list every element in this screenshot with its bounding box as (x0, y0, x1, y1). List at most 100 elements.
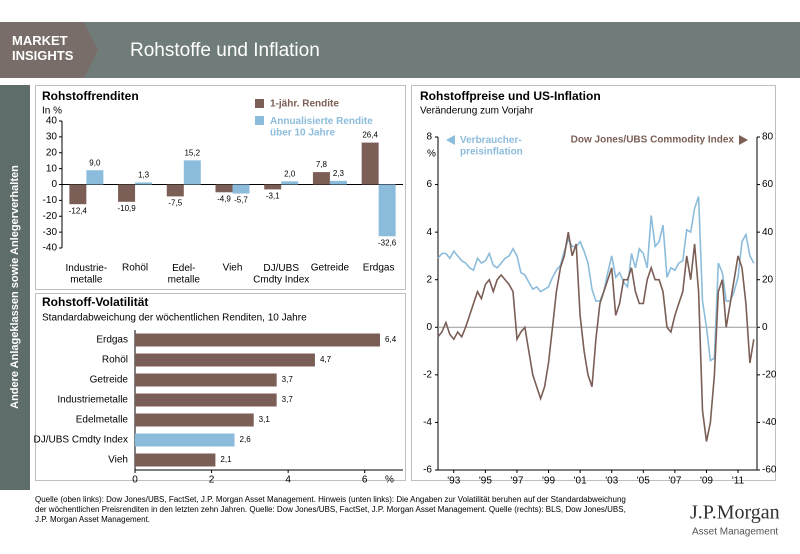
x-tick-label: 2 (209, 475, 215, 486)
x-tick-label: '95 (479, 476, 492, 487)
footer-note: der wöchentlichen Preisrenditen in den l… (35, 505, 626, 514)
y2-tick-label: 20 (762, 274, 774, 285)
legend-label: 1-jähr. Rendite (270, 99, 339, 110)
x-tick-label: '09 (700, 476, 713, 487)
y-tick-label: Rohöl (102, 355, 128, 366)
y2-tick-label: 40 (762, 227, 774, 238)
x-tick-label: 4 (285, 475, 291, 486)
brand-box (0, 22, 98, 78)
value-label: 2,1 (220, 455, 232, 464)
bar (281, 181, 299, 185)
x-tick-label: '97 (510, 476, 523, 487)
y-tick-label: Erdgas (96, 335, 128, 346)
x-tick-label: Vieh (223, 263, 243, 274)
y-tick-label: DJ/UBS Cmdty Index (34, 435, 128, 446)
x-tick-label: 6 (362, 475, 368, 486)
bar (135, 333, 381, 347)
bar (118, 184, 136, 202)
bar (215, 184, 233, 193)
x-tick-label: Edel-metalle (168, 263, 201, 286)
x-tick-label: '07 (668, 476, 681, 487)
logo-sub: Asset Management (692, 527, 778, 538)
x-tick-label: Erdgas (363, 263, 395, 274)
value-label: 2,6 (240, 435, 252, 444)
line-series (437, 231, 755, 442)
legend-label: Annualisierte Rendite über 10 Jahre (270, 116, 373, 139)
x-tick-label: DJ/UBS Cmdty Index (253, 263, 309, 286)
bar (183, 160, 201, 185)
bar (135, 453, 216, 467)
bar (135, 182, 153, 185)
y-tick-label: Vieh (108, 455, 128, 466)
y-tick-label: 20 (46, 147, 58, 158)
bar (232, 184, 250, 194)
y2-tick-label: -40 (762, 417, 777, 428)
legend-arrow (446, 135, 455, 145)
y-tick-label: 2 (426, 274, 432, 285)
value-label: -3,1 (266, 192, 280, 201)
x-tick-label: '01 (574, 476, 587, 487)
bar (135, 393, 277, 407)
value-label: -4,9 (217, 194, 231, 203)
x-axis-label: % (385, 475, 394, 486)
chart-title: Rohstoffrenditen (42, 89, 139, 103)
chart-subtitle: Standardabweichung der wöchentlichen Ren… (42, 313, 307, 324)
sidebar-text: Andere Anlageklassen sowie Anlegerverhal… (9, 165, 21, 409)
y-tick-label: -20 (43, 211, 58, 222)
legend-swatch (255, 116, 264, 125)
y-tick-label: 40 (46, 116, 58, 127)
value-label: 1,3 (138, 171, 150, 180)
panel (411, 85, 776, 481)
y-tick-label: -10 (43, 195, 58, 206)
bar (69, 184, 87, 205)
bar (329, 180, 347, 185)
y-tick-label: -4 (423, 417, 432, 428)
y-tick-label: Industriemetalle (57, 395, 128, 406)
value-label: -32,6 (378, 238, 397, 247)
y-tick-label: -2 (423, 369, 432, 380)
line-series (437, 196, 755, 362)
x-tick-label: '11 (732, 476, 745, 487)
sidebar (0, 85, 30, 490)
x-tick-label: '03 (605, 476, 618, 487)
y2-tick-label: 60 (762, 179, 774, 190)
header-bar (0, 22, 800, 78)
value-label: -12,4 (69, 206, 88, 215)
y-tick-label: 10 (46, 163, 58, 174)
bar (378, 184, 396, 237)
y-tick-label: 6 (426, 179, 432, 190)
y2-tick-label: 80 (762, 132, 774, 143)
x-tick-label: Rohöl (122, 263, 148, 274)
bar (312, 172, 330, 185)
bar (264, 184, 282, 190)
value-label: 7,8 (316, 160, 328, 169)
y2-tick-label: 0 (762, 322, 768, 333)
value-label: 3,7 (282, 375, 294, 384)
y-axis-label: In % (42, 106, 62, 117)
legend-label: Verbraucher-preisinflation (460, 135, 523, 158)
footer-note: Quelle (oben links): Dow Jones/UBS, Fact… (35, 495, 626, 504)
x-tick-label: '05 (637, 476, 650, 487)
x-tick-label: '93 (447, 476, 460, 487)
y-tick-label: 0 (51, 179, 57, 190)
brand: MARKET INSIGHTS (12, 33, 74, 63)
y-tick-label: 4 (426, 227, 432, 238)
y-tick-label: -6 (423, 465, 432, 476)
value-label: 9,0 (89, 158, 101, 167)
page-title: Rohstoffe und Inflation (130, 40, 320, 61)
logo: J.P.Morgan (690, 502, 780, 524)
y-axis-label: % (427, 149, 436, 160)
y-tick-label: Edelmetalle (76, 415, 129, 426)
x-tick-label: '99 (542, 476, 555, 487)
footer-note: J.P. Morgan Asset Management. (35, 515, 150, 524)
bar (135, 413, 254, 427)
legend-swatch (255, 99, 264, 108)
bar (135, 373, 277, 387)
value-label: 15,2 (184, 148, 200, 157)
panel (35, 293, 406, 481)
chart-title: Rohstoff-Volatilität (42, 295, 148, 309)
bar (135, 433, 235, 447)
y-tick-label: 30 (46, 132, 58, 143)
value-label: 26,4 (362, 131, 378, 140)
x-tick-label: Industrie-metalle (66, 263, 108, 286)
